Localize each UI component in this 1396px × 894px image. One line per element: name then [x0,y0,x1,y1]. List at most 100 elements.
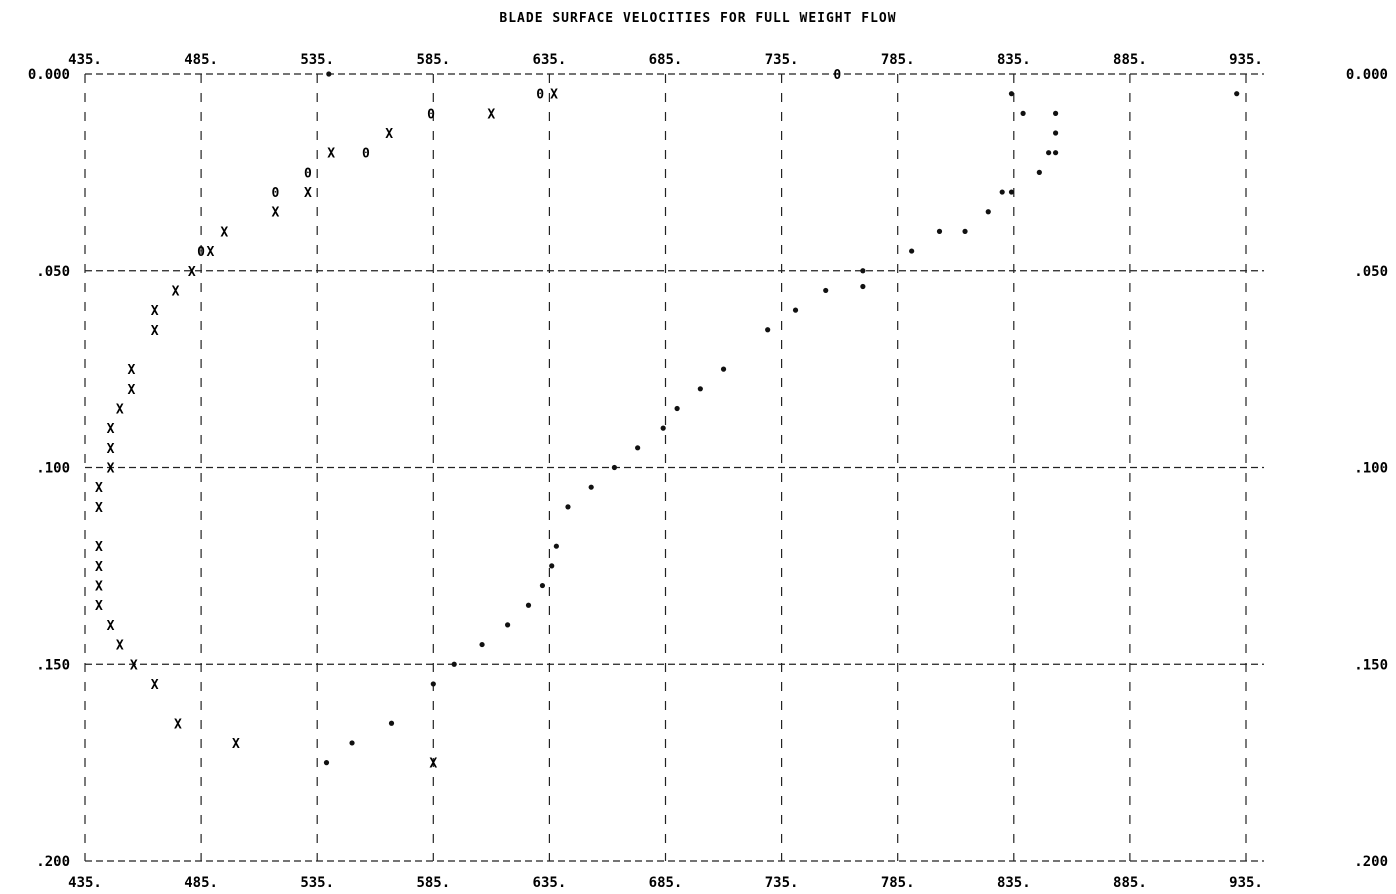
y-tick-label-right: .150 [1354,657,1388,673]
data-point-x: X [174,717,182,732]
y-tick-label-right: .100 [1354,461,1388,477]
data-point-star [1008,189,1015,195]
data-point-star [823,287,829,294]
data-point-x: X [188,265,196,280]
data-point-star [479,641,485,648]
data-point-o: 0 [427,107,435,122]
data-point-star [525,602,532,608]
data-point-x: X [95,501,103,516]
data-point-star [611,464,618,471]
x-tick-label-bottom: 885. [1113,875,1147,891]
data-point-star [539,582,546,589]
x-tick-label-top: 835. [997,52,1031,68]
data-point-star [1052,130,1059,136]
data-point-star [936,228,943,234]
data-point-o: 0 [536,88,544,103]
data-point-star [588,484,594,490]
x-tick-label-top: 485. [184,52,218,68]
data-point-x: X [151,324,159,339]
data-point-x: X [107,462,115,477]
data-point-star [349,740,355,746]
data-point-star [999,189,1005,195]
data-point-x: X [116,639,124,654]
data-point-star [765,327,771,333]
x-tick-label-top: 635. [533,52,567,68]
data-point-o: 0 [362,147,370,162]
data-point-x: X [151,678,159,693]
data-point-star [553,543,559,549]
data-point-star [430,681,436,687]
data-point-x: X [95,481,103,496]
data-point-star [388,720,395,726]
data-point-o: 0 [197,245,205,260]
data-point-o: 0 [271,186,279,201]
x-tick-label-bottom: 835. [997,875,1031,891]
data-point-x: X [95,599,103,614]
data-point-star [1020,110,1026,116]
data-point-star [1046,150,1052,156]
data-point-star [720,366,727,372]
data-point-star [1036,169,1042,175]
data-point-star [985,209,991,215]
y-tick-label-left: .200 [36,854,70,870]
data-point-x: X [107,442,115,457]
data-point-star [635,445,641,451]
data-point-star [860,268,866,274]
x-tick-label-top: 785. [881,52,915,68]
data-point-x: X [116,402,124,417]
data-point-star [1052,150,1059,156]
x-tick-label-top: 435. [68,52,102,68]
x-tick-label-top: 885. [1113,52,1147,68]
data-point-x: X [385,127,393,142]
data-point-x: X [95,580,103,595]
data-point-star [792,307,799,313]
data-point-star [505,622,511,628]
data-point-star [1052,110,1059,116]
data-point-x: X [304,186,312,201]
y-tick-label-right: .050 [1354,264,1388,280]
data-point-x: X [95,560,103,575]
tick-labels: 435. 435. 485. 485. 535. 535. 585. 585. 635. 635.… [28,52,1388,891]
data-point-x: X [220,225,228,240]
data-point-star [1234,91,1240,97]
x-tick-label-bottom: 585. [416,875,450,891]
data-point-star [326,71,332,77]
x-tick-label-bottom: 635. [533,875,567,891]
x-tick-label-bottom: 735. [765,875,799,891]
data-point-x: X [128,363,136,378]
data-point-o: 0 [833,68,841,83]
data-point-x: X [429,757,437,772]
data-point-x: X [107,422,115,437]
data-point-x: X [130,658,138,673]
data-point-x: X [550,88,558,103]
y-tick-label-left: .150 [36,657,70,673]
data-point-x: X [151,304,159,319]
data-point-star [1008,91,1015,97]
data-point-star [549,563,555,569]
y-tick-label-right: .200 [1354,854,1388,870]
data-point-star [565,504,571,510]
y-tick-label-left: .100 [36,461,70,477]
chart-title: BLADE SURFACE VELOCITIES FOR FULL WEIGHT… [499,11,896,26]
data-point-x: X [487,107,495,122]
data-point-x: X [232,737,240,752]
x-tick-label-bottom: 785. [881,875,915,891]
data-point-x: X [95,540,103,555]
x-tick-label-top: 735. [765,52,799,68]
data-point-star [962,228,968,234]
data-point-x: X [107,619,115,634]
x-tick-label-bottom: 935. [1229,875,1263,891]
y-tick-label-left: .050 [36,264,70,280]
data-point-x: X [327,147,335,162]
x-tick-label-top: 535. [300,52,334,68]
grid [84,73,1264,862]
data-point-o: 0 [304,166,312,181]
x-tick-label-top: 935. [1229,52,1263,68]
y-tick-label-right: 0.000 [1346,67,1388,83]
data-point-star [451,661,457,667]
y-tick-label-left: 0.000 [28,67,70,83]
data-point-x: X [172,284,180,299]
x-tick-label-bottom: 485. [184,875,218,891]
